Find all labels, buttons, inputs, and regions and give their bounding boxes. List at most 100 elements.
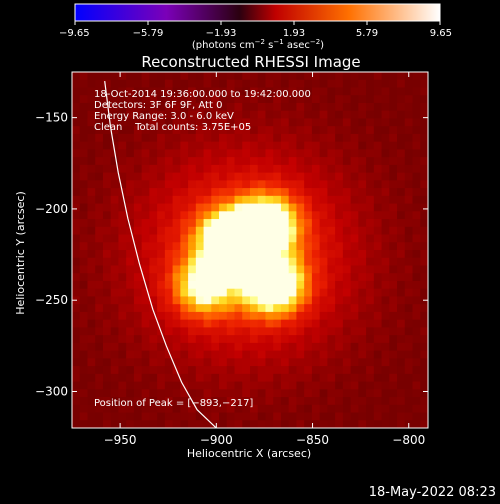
heatmap-cell <box>280 327 290 336</box>
heatmap-cell <box>296 373 305 383</box>
heatmap-cell <box>280 319 290 328</box>
heatmap-cell <box>110 342 120 352</box>
heatmap-cell <box>389 149 398 158</box>
heatmap-cell <box>288 280 298 290</box>
heatmap-cell <box>311 234 321 243</box>
heatmap-cell <box>126 219 135 228</box>
heatmap-cell <box>110 304 120 313</box>
heatmap-cell <box>79 389 89 398</box>
heatmap-cell <box>188 420 197 428</box>
heatmap-cell <box>311 420 321 428</box>
x-tick-label: −900 <box>200 433 233 447</box>
heatmap-cell <box>350 397 359 406</box>
heatmap-cell <box>180 420 189 428</box>
heatmap-cell <box>95 242 104 251</box>
heatmap-cell <box>296 118 305 127</box>
heatmap-cell <box>234 157 243 166</box>
heatmap-cell <box>350 172 359 181</box>
heatmap-cell <box>219 366 228 375</box>
heatmap-cell <box>342 195 352 205</box>
heatmap-cell <box>133 149 143 158</box>
heatmap-cell <box>273 389 282 398</box>
heatmap-cell <box>296 335 305 344</box>
heatmap-cell <box>242 366 251 375</box>
heatmap-cell <box>219 250 228 259</box>
heatmap-cell <box>335 381 344 390</box>
heatmap-cell <box>226 95 236 104</box>
heatmap-cell <box>304 311 313 321</box>
heatmap-cell <box>118 110 127 120</box>
heatmap-cell <box>172 203 181 212</box>
heatmap-cell <box>389 250 398 259</box>
heatmap-cell <box>219 180 228 189</box>
colorbar-gradient <box>74 3 441 22</box>
heatmap-cell <box>319 412 328 421</box>
heatmap-cell <box>110 164 120 174</box>
heatmap-cell <box>389 366 398 375</box>
heatmap-cell <box>280 188 290 197</box>
heatmap-cell <box>404 265 414 274</box>
heatmap-cell <box>389 87 398 96</box>
heatmap-cell <box>211 404 220 414</box>
heatmap-cell <box>304 226 313 236</box>
heatmap-cell <box>342 381 352 390</box>
heatmap-cell <box>164 273 174 282</box>
heatmap-cell <box>242 280 251 290</box>
heatmap-cell <box>141 195 150 205</box>
heatmap-cell <box>226 257 236 267</box>
heatmap-cell <box>242 87 251 96</box>
heatmap-cell <box>234 311 243 321</box>
heatmap-cell <box>219 157 228 166</box>
heatmap-cell <box>149 257 158 267</box>
heatmap-cell <box>95 188 104 197</box>
heatmap-cell <box>141 242 150 251</box>
heatmap-cell <box>226 141 236 150</box>
heatmap-cell <box>420 265 428 274</box>
heatmap-cell <box>250 265 259 274</box>
heatmap-cell <box>149 265 158 274</box>
heatmap-cell <box>87 126 96 135</box>
heatmap-cell <box>296 157 305 166</box>
heatmap-cell <box>226 311 236 321</box>
heatmap-cell <box>180 327 189 336</box>
heatmap-cell <box>180 373 189 383</box>
heatmap-cell <box>404 397 414 406</box>
heatmap-cell <box>397 87 406 96</box>
heatmap-cell <box>265 195 274 205</box>
heatmap-cell <box>311 397 321 406</box>
heatmap-cell <box>296 133 305 143</box>
heatmap-cell <box>188 366 197 375</box>
heatmap-cell <box>195 203 205 212</box>
heatmap-cell <box>304 404 313 414</box>
heatmap-cell <box>157 133 166 143</box>
heatmap-cell <box>180 72 189 81</box>
heatmap-cell <box>358 373 367 383</box>
heatmap-cell <box>126 304 135 313</box>
heatmap-cell <box>366 296 375 305</box>
heatmap-cell <box>157 87 166 96</box>
heatmap-cell <box>373 188 383 197</box>
heatmap-cell <box>373 280 383 290</box>
heatmap-cell <box>412 203 421 212</box>
heatmap-cell <box>373 250 383 259</box>
heatmap-cell <box>87 296 96 305</box>
heatmap-cell <box>335 219 344 228</box>
heatmap-cell <box>242 133 251 143</box>
heatmap-cell <box>95 350 104 359</box>
heatmap-cell <box>397 126 406 135</box>
heatmap-cell <box>366 280 375 290</box>
heatmap-cell <box>126 381 135 390</box>
heatmap-cell <box>311 133 321 143</box>
heatmap-cell <box>203 164 212 174</box>
heatmap-cell <box>404 102 414 112</box>
heatmap-cell <box>219 126 228 135</box>
heatmap-cell <box>265 172 274 181</box>
heatmap-cell <box>265 133 274 143</box>
heatmap-cell <box>87 327 96 336</box>
heatmap-cell <box>366 397 375 406</box>
heatmap-cell <box>102 273 112 282</box>
heatmap-cell <box>404 226 414 236</box>
heatmap-cell <box>242 304 251 313</box>
heatmap-cell <box>211 79 220 89</box>
heatmap-cell <box>327 296 336 305</box>
